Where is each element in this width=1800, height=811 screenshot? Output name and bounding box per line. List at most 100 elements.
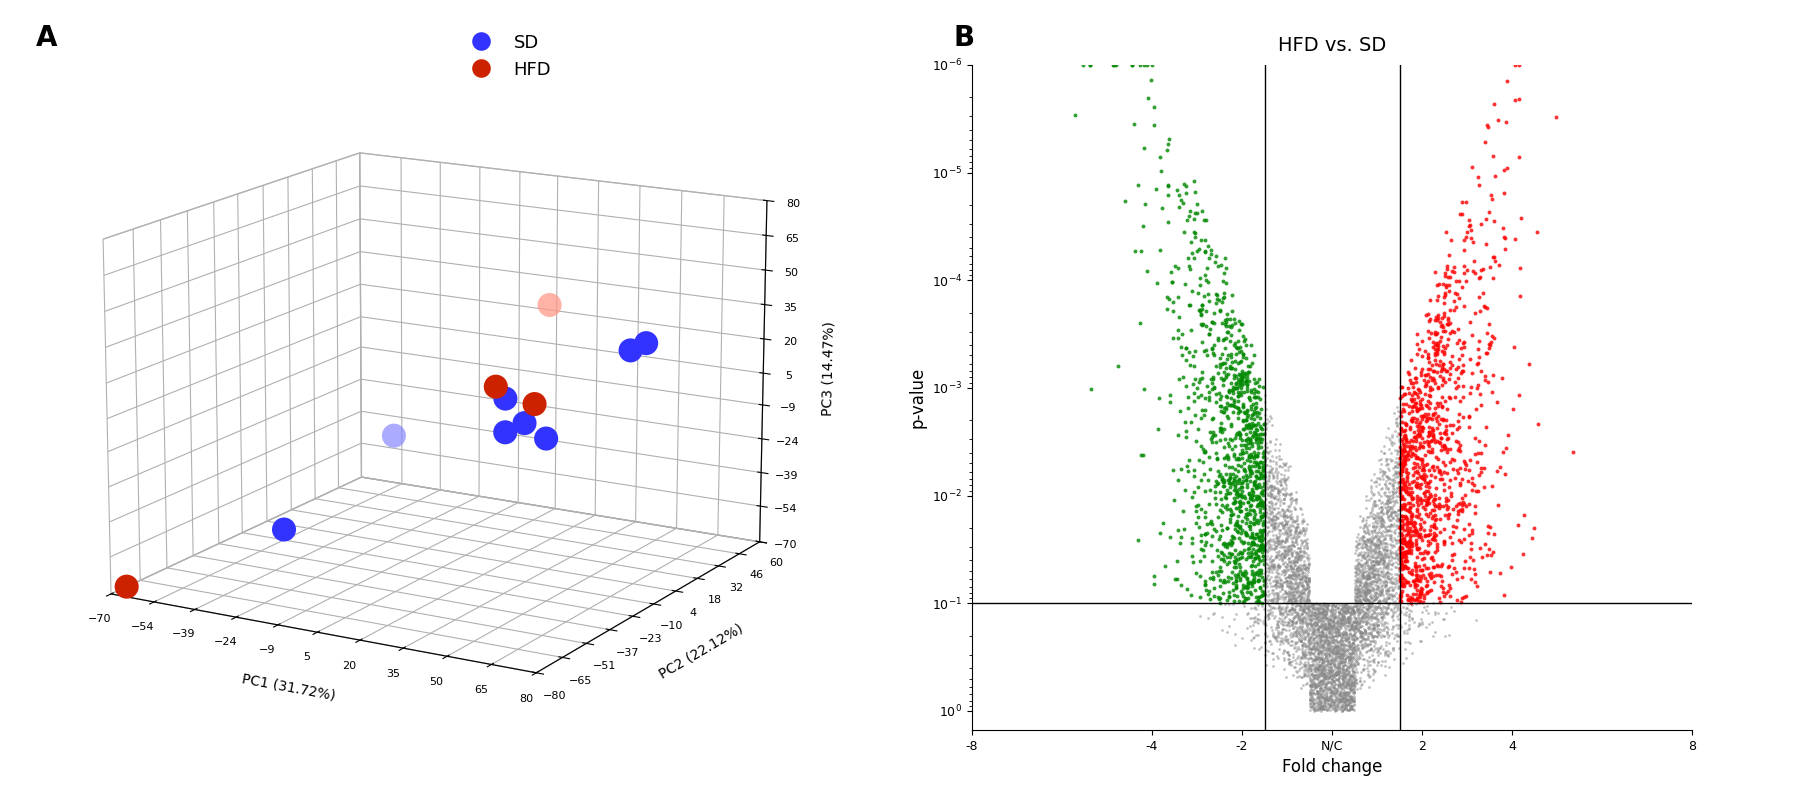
Point <box>1294 602 1323 615</box>
Point <box>1372 636 1400 649</box>
Point <box>1345 611 1373 624</box>
Point <box>1240 376 1269 389</box>
Point <box>1305 625 1334 638</box>
Point <box>1334 670 1363 683</box>
Point <box>1373 575 1402 588</box>
Point <box>1350 590 1379 603</box>
Point <box>1341 659 1370 672</box>
Point <box>1343 566 1372 579</box>
Point <box>1348 569 1377 582</box>
Point <box>1323 598 1352 611</box>
Point <box>1316 633 1345 646</box>
Point <box>1386 481 1415 494</box>
Point <box>1305 633 1334 646</box>
Point <box>1354 579 1382 592</box>
Point <box>1318 641 1346 654</box>
Point <box>1303 688 1332 701</box>
Point <box>1130 383 1159 396</box>
Point <box>1305 659 1334 672</box>
Point <box>1377 503 1406 516</box>
Point <box>1426 570 1454 583</box>
Point <box>1213 313 1242 326</box>
Point <box>1332 699 1361 712</box>
Point <box>1382 520 1411 533</box>
Point <box>1348 611 1377 624</box>
Point <box>1406 635 1435 648</box>
Point <box>1300 617 1328 630</box>
Point <box>1314 618 1343 631</box>
Point <box>1386 520 1415 533</box>
Point <box>1346 603 1375 616</box>
Point <box>1343 674 1372 687</box>
Point <box>1348 551 1377 564</box>
Point <box>1370 545 1399 558</box>
Point <box>1336 695 1364 708</box>
Point <box>1366 457 1395 470</box>
Point <box>1337 702 1366 715</box>
Point <box>1177 324 1206 337</box>
Point <box>1287 650 1316 663</box>
Point <box>1161 573 1190 586</box>
Point <box>1199 425 1228 438</box>
Point <box>1328 666 1357 679</box>
Point <box>1264 588 1292 601</box>
Point <box>1323 641 1352 654</box>
Point <box>1462 403 1490 416</box>
Point <box>1265 592 1294 605</box>
Point <box>1310 677 1339 690</box>
Point <box>1319 617 1348 630</box>
Point <box>1291 649 1319 662</box>
Point <box>1323 648 1352 661</box>
Point <box>1325 634 1354 647</box>
Point <box>1352 576 1381 589</box>
Point <box>1282 534 1310 547</box>
Point <box>1282 585 1310 598</box>
Point <box>1337 616 1366 629</box>
Point <box>1361 578 1390 591</box>
Point <box>1211 487 1240 500</box>
Point <box>1445 408 1474 421</box>
Point <box>1175 453 1204 466</box>
Point <box>1346 635 1375 648</box>
Point <box>1411 377 1440 390</box>
Point <box>1296 659 1325 672</box>
Point <box>1305 687 1334 700</box>
Point <box>1440 561 1469 574</box>
Point <box>1303 622 1332 635</box>
Point <box>1361 593 1390 606</box>
Point <box>1368 513 1397 526</box>
Point <box>1238 537 1267 550</box>
Point <box>1355 585 1384 598</box>
Point <box>1175 358 1204 371</box>
Point <box>1208 499 1237 512</box>
Point <box>1278 562 1307 575</box>
Point <box>1388 563 1417 576</box>
Point <box>1348 626 1377 639</box>
Point <box>1395 406 1424 419</box>
Point <box>1321 668 1350 681</box>
Point <box>1249 380 1278 393</box>
Point <box>1296 679 1325 692</box>
Point <box>1384 580 1413 593</box>
Point <box>1345 588 1373 601</box>
Point <box>1184 609 1213 622</box>
Point <box>1406 492 1435 505</box>
Point <box>1309 609 1337 622</box>
Point <box>1258 600 1287 613</box>
Point <box>1379 483 1408 496</box>
Point <box>1217 508 1246 521</box>
Point <box>1368 500 1397 513</box>
Point <box>1375 538 1404 551</box>
Point <box>1337 670 1366 683</box>
Point <box>1220 522 1249 535</box>
Point <box>1336 659 1364 672</box>
Point <box>1258 521 1287 534</box>
Point <box>1372 605 1400 618</box>
Point <box>1305 698 1334 711</box>
Point <box>1314 655 1343 668</box>
Point <box>1307 599 1336 611</box>
Point <box>1273 548 1301 561</box>
Point <box>1206 504 1235 517</box>
Point <box>1393 636 1422 649</box>
Point <box>1282 624 1310 637</box>
